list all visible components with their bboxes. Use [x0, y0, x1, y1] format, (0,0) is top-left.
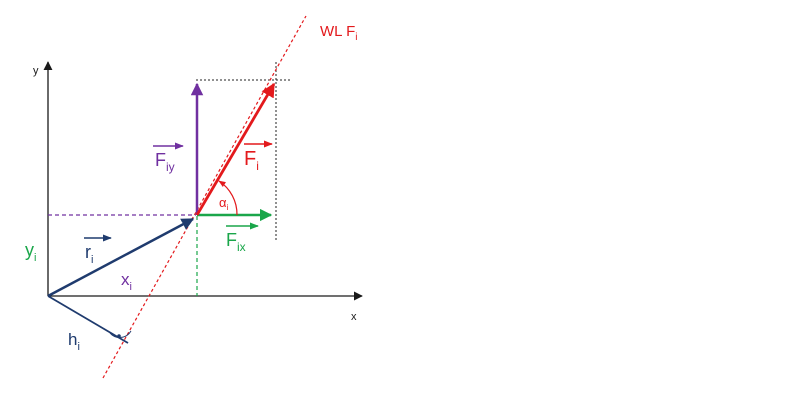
- right-angle-mark: [109, 330, 132, 338]
- line-of-action-label: WL Fi: [320, 23, 358, 43]
- lever-arm-line: [47, 295, 129, 344]
- angle-arc: [218, 180, 238, 216]
- angle-label: αi: [219, 195, 229, 212]
- y-axis-label: y: [33, 65, 39, 77]
- xi-label: xi: [121, 270, 132, 293]
- force-y-label: Fiy: [155, 150, 175, 174]
- lever-arm-label: hi: [68, 330, 80, 353]
- position-vector: [47, 217, 195, 298]
- yi-label: yi: [25, 240, 36, 264]
- position-vector-label: ri: [85, 242, 93, 266]
- force-label: Fi: [244, 148, 259, 173]
- x-axis-label: x: [351, 311, 357, 323]
- right-angle-dot: [117, 334, 121, 338]
- force-x-label: Fix: [226, 230, 246, 254]
- force-vector: [195, 82, 276, 216]
- line-of-action: [102, 15, 307, 379]
